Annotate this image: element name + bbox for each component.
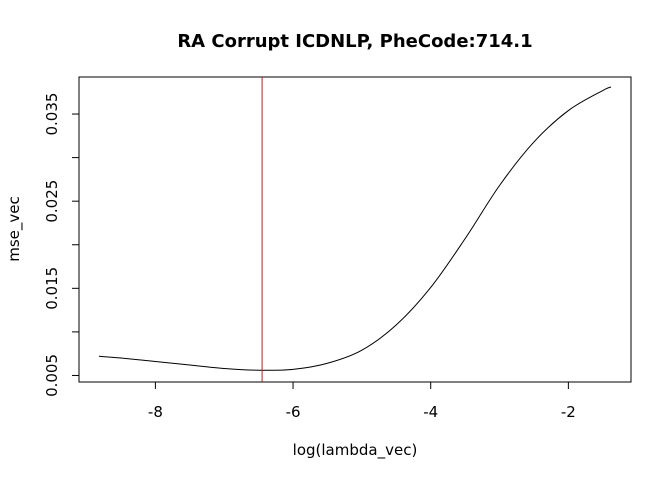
x-tick-label-1: -6 [286, 403, 301, 421]
x-tick-label-2: -4 [423, 403, 438, 421]
y-tick-label-4: 0.025 [43, 180, 61, 223]
plot-frame [78, 76, 632, 383]
x-tick-label-0: -8 [148, 403, 163, 421]
x-tick-label-3: -2 [561, 403, 576, 421]
plot-area: -8 -6 -4 -2 0.005 0.015 0.025 0.035 [43, 76, 632, 421]
y-tick-label-2: 0.015 [43, 267, 61, 310]
y-tick-label-6: 0.035 [43, 93, 61, 136]
chart-title: RA Corrupt ICDNLP, PheCode:714.1 [177, 31, 532, 52]
series-line-0 [98, 86, 612, 371]
y-tick-label-0: 0.005 [43, 354, 61, 397]
x-axis-label: log(lambda_vec) [293, 441, 418, 460]
y-axis-label: mse_vec [5, 196, 24, 262]
